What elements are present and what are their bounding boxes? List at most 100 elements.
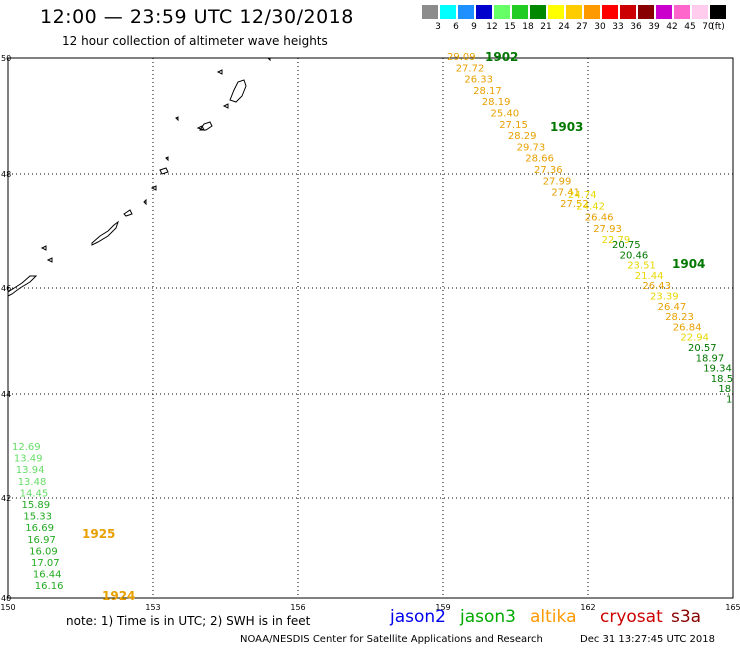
wave-height-value: 26.46 — [585, 213, 614, 224]
satellite-name: altika — [530, 607, 577, 627]
legend-swatch — [422, 5, 438, 19]
coast-segment — [199, 121, 213, 131]
wave-height-value: 13.48 — [18, 477, 47, 488]
wave-height-value: 28.29 — [508, 131, 537, 142]
legend-label: 18 — [522, 22, 534, 32]
coast-segment — [196, 125, 205, 131]
longitude-tick-label: 159 — [435, 603, 450, 612]
legend-label: 3 — [435, 22, 441, 32]
wave-height-value: 27.41 — [551, 188, 580, 199]
legend-label: 12 — [486, 22, 498, 32]
wave-height-value: 29.73 — [517, 142, 546, 153]
longitude-tick-label: 150 — [0, 603, 15, 612]
legend-swatch — [602, 5, 618, 19]
legend-swatch — [638, 5, 654, 19]
wave-height-value: 27.72 — [456, 63, 485, 74]
wave-height-value: 28.23 — [665, 312, 694, 323]
latitude-tick-label: 42 — [1, 494, 11, 503]
wave-height-value: 28.66 — [525, 154, 554, 165]
legend-label: 45 — [684, 22, 696, 32]
footer-note: note: 1) Time is in UTC; 2) SWH is in fe… — [66, 614, 311, 628]
wave-height-value: 22.79 — [602, 235, 631, 246]
wave-height-tracks: 29.0927.7226.3328.1728.1925.4027.1528.29… — [12, 50, 734, 603]
track-time-label: 1924 — [102, 589, 135, 603]
wave-height-value: 23.39 — [650, 292, 679, 303]
wave-height-value: 13.49 — [14, 454, 43, 465]
wave-height-value: 28.19 — [482, 97, 511, 108]
longitude-tick-label: 165 — [725, 603, 740, 612]
legend-swatch — [494, 5, 510, 19]
legend-swatch — [548, 5, 564, 19]
legend-swatch — [440, 5, 456, 19]
coast-segment — [40, 245, 47, 251]
legend-label: 9 — [471, 22, 477, 32]
legend-swatch — [476, 5, 492, 19]
wave-height-value: 22.94 — [680, 333, 709, 344]
wave-height-value: 27.15 — [499, 120, 528, 131]
wave-height-value: 20.46 — [620, 250, 649, 261]
coast-segment — [216, 69, 223, 75]
wave-height-value: 13.94 — [16, 465, 45, 476]
legend-swatch — [620, 5, 636, 19]
legend-swatch — [656, 5, 672, 19]
wave-height-value: 16.69 — [25, 523, 54, 534]
legend-swatch — [584, 5, 600, 19]
legend-label: 15 — [504, 22, 516, 32]
coast-segment — [7, 275, 38, 297]
map-frame — [7, 57, 734, 599]
wave-height-value: 19.34 — [703, 364, 732, 375]
latitude-tick-label: 48 — [1, 170, 11, 179]
wave-height-value: 18.97 — [696, 353, 725, 364]
coast-segment — [229, 79, 247, 103]
satellite-name: cryosat — [600, 607, 663, 627]
coast-segment — [123, 209, 133, 217]
coast-segment — [222, 103, 229, 109]
coastline — [7, 57, 271, 297]
satellite-name: s3a — [671, 607, 702, 627]
wave-height-value: 16.09 — [29, 546, 58, 557]
wave-height-value: 26.47 — [658, 302, 687, 313]
legend-label: 30 — [594, 22, 606, 32]
wave-height-value: 27.93 — [593, 224, 622, 235]
satellite-name: jason2 — [390, 607, 446, 627]
wave-height-value: 24.74 — [568, 190, 597, 201]
wave-height-value: 26.43 — [642, 281, 671, 292]
latitude-tick-label: 46 — [1, 284, 11, 293]
credit-line: NOAA/NESDIS Center for Satellite Applica… — [240, 634, 543, 645]
legend-swatch — [530, 5, 546, 19]
legend-label: 27 — [576, 22, 588, 32]
track-time-label: 1902 — [485, 50, 518, 64]
longitude-tick-label: 156 — [290, 603, 305, 612]
wave-height-value: 14.45 — [20, 488, 49, 499]
wave-height-value: 27.99 — [543, 176, 572, 187]
longitude-tick-label: 162 — [580, 603, 595, 612]
coast-segment — [175, 116, 179, 122]
satellite-name: jason3 — [460, 607, 516, 627]
latitude-tick-label: 40 — [1, 594, 11, 603]
coast-segment — [46, 257, 53, 263]
legend-label: 33 — [612, 22, 624, 32]
wave-height-value: 27.36 — [534, 165, 563, 176]
coast-segment — [159, 167, 169, 175]
map-subtitle: 12 hour collection of altimeter wave hei… — [62, 34, 328, 48]
legend-label: 6 — [453, 22, 459, 32]
legend-label: 24 — [558, 22, 570, 32]
track-time-label: 1903 — [550, 120, 583, 134]
wave-height-value: 20.75 — [612, 240, 641, 251]
coast-segment — [266, 57, 271, 62]
legend-label: 70 — [702, 22, 714, 32]
wave-height-value: 26.84 — [673, 322, 702, 333]
legend-swatch — [566, 5, 582, 19]
coast-segment — [91, 220, 119, 246]
timestamp: Dec 31 13:27:45 UTC 2018 — [580, 634, 715, 645]
wave-height-value: 24.42 — [576, 201, 605, 212]
grid-lines — [8, 58, 733, 598]
legend-swatch — [512, 5, 528, 19]
wave-height-value: 17.07 — [31, 558, 60, 569]
latitude-labels: 50 48 46 44 42 40 — [1, 54, 11, 603]
coast-segment — [165, 156, 169, 162]
longitude-tick-label: 153 — [145, 603, 160, 612]
wave-height-value: 26.33 — [464, 75, 493, 86]
